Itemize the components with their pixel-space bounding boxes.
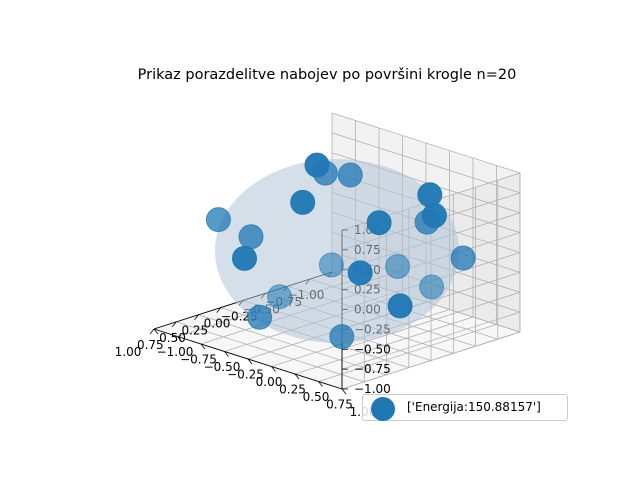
y-tick-label: −1.00	[157, 345, 194, 359]
x-tick-label: 0.50	[159, 331, 186, 345]
x-tick-label: 0.00	[204, 317, 231, 331]
y-tick-mark	[200, 343, 206, 350]
charge-point	[387, 293, 413, 319]
charge-point	[267, 284, 293, 310]
x-tick-mark	[149, 328, 155, 335]
y-tick-mark	[294, 373, 300, 380]
y-tick-label: −0.75	[180, 353, 217, 367]
y-tick-mark	[177, 336, 182, 342]
y-tick-label: 0.50	[303, 390, 330, 404]
z-tick-label: −0.75	[354, 362, 391, 376]
y-tick-mark	[153, 328, 159, 335]
z-tick-label: −1.00	[354, 382, 391, 396]
y-tick-mark	[318, 381, 323, 387]
grid-line	[318, 324, 497, 382]
charge-point	[414, 209, 440, 235]
charge-point	[337, 162, 363, 188]
x-tick-mark	[171, 321, 177, 328]
charge-point	[366, 210, 392, 236]
legend-label: ['Energija:150.88157']	[407, 400, 541, 414]
x-tick-label: 1.00	[115, 345, 142, 359]
charge-point	[347, 260, 373, 286]
charge-point	[312, 160, 338, 186]
chart-title: Prikaz porazdelitve nabojev po površini …	[138, 67, 517, 83]
charge-point	[385, 254, 411, 279]
grid-line	[331, 112, 521, 174]
x-tick-mark	[216, 307, 222, 313]
y-tick-label: −0.25	[227, 368, 264, 382]
y-tick-label: 0.00	[256, 375, 283, 389]
y-tick-mark	[224, 351, 229, 357]
charge-point	[247, 304, 273, 330]
grid-line	[198, 314, 387, 376]
charge-points	[205, 152, 476, 350]
y-tick-mark	[271, 366, 276, 372]
y-tick-mark	[247, 358, 253, 365]
charge-point	[329, 324, 355, 350]
charge-point	[205, 207, 231, 233]
x-tick-label: 0.25	[181, 324, 208, 338]
grid-line	[294, 316, 474, 375]
charge-point	[318, 252, 344, 278]
legend-marker	[371, 397, 395, 421]
charge-point	[450, 245, 476, 271]
charge-point	[419, 274, 445, 300]
y-tick-mark	[341, 388, 347, 395]
x-tick-label: 0.75	[137, 338, 164, 352]
charge-point	[232, 245, 257, 271]
y-tick-label: −0.50	[204, 360, 241, 374]
legend: ['Energija:150.88157']	[362, 394, 568, 421]
charge-point	[238, 224, 264, 250]
grid-line	[176, 321, 365, 383]
z-tick-label: −0.50	[354, 342, 391, 356]
charge-point	[290, 189, 316, 215]
y-tick-label: 0.75	[326, 398, 353, 412]
charge-point	[417, 182, 443, 208]
x-tick-mark	[194, 314, 199, 320]
grid-line	[341, 331, 521, 390]
y-tick-label: 0.25	[279, 383, 306, 397]
